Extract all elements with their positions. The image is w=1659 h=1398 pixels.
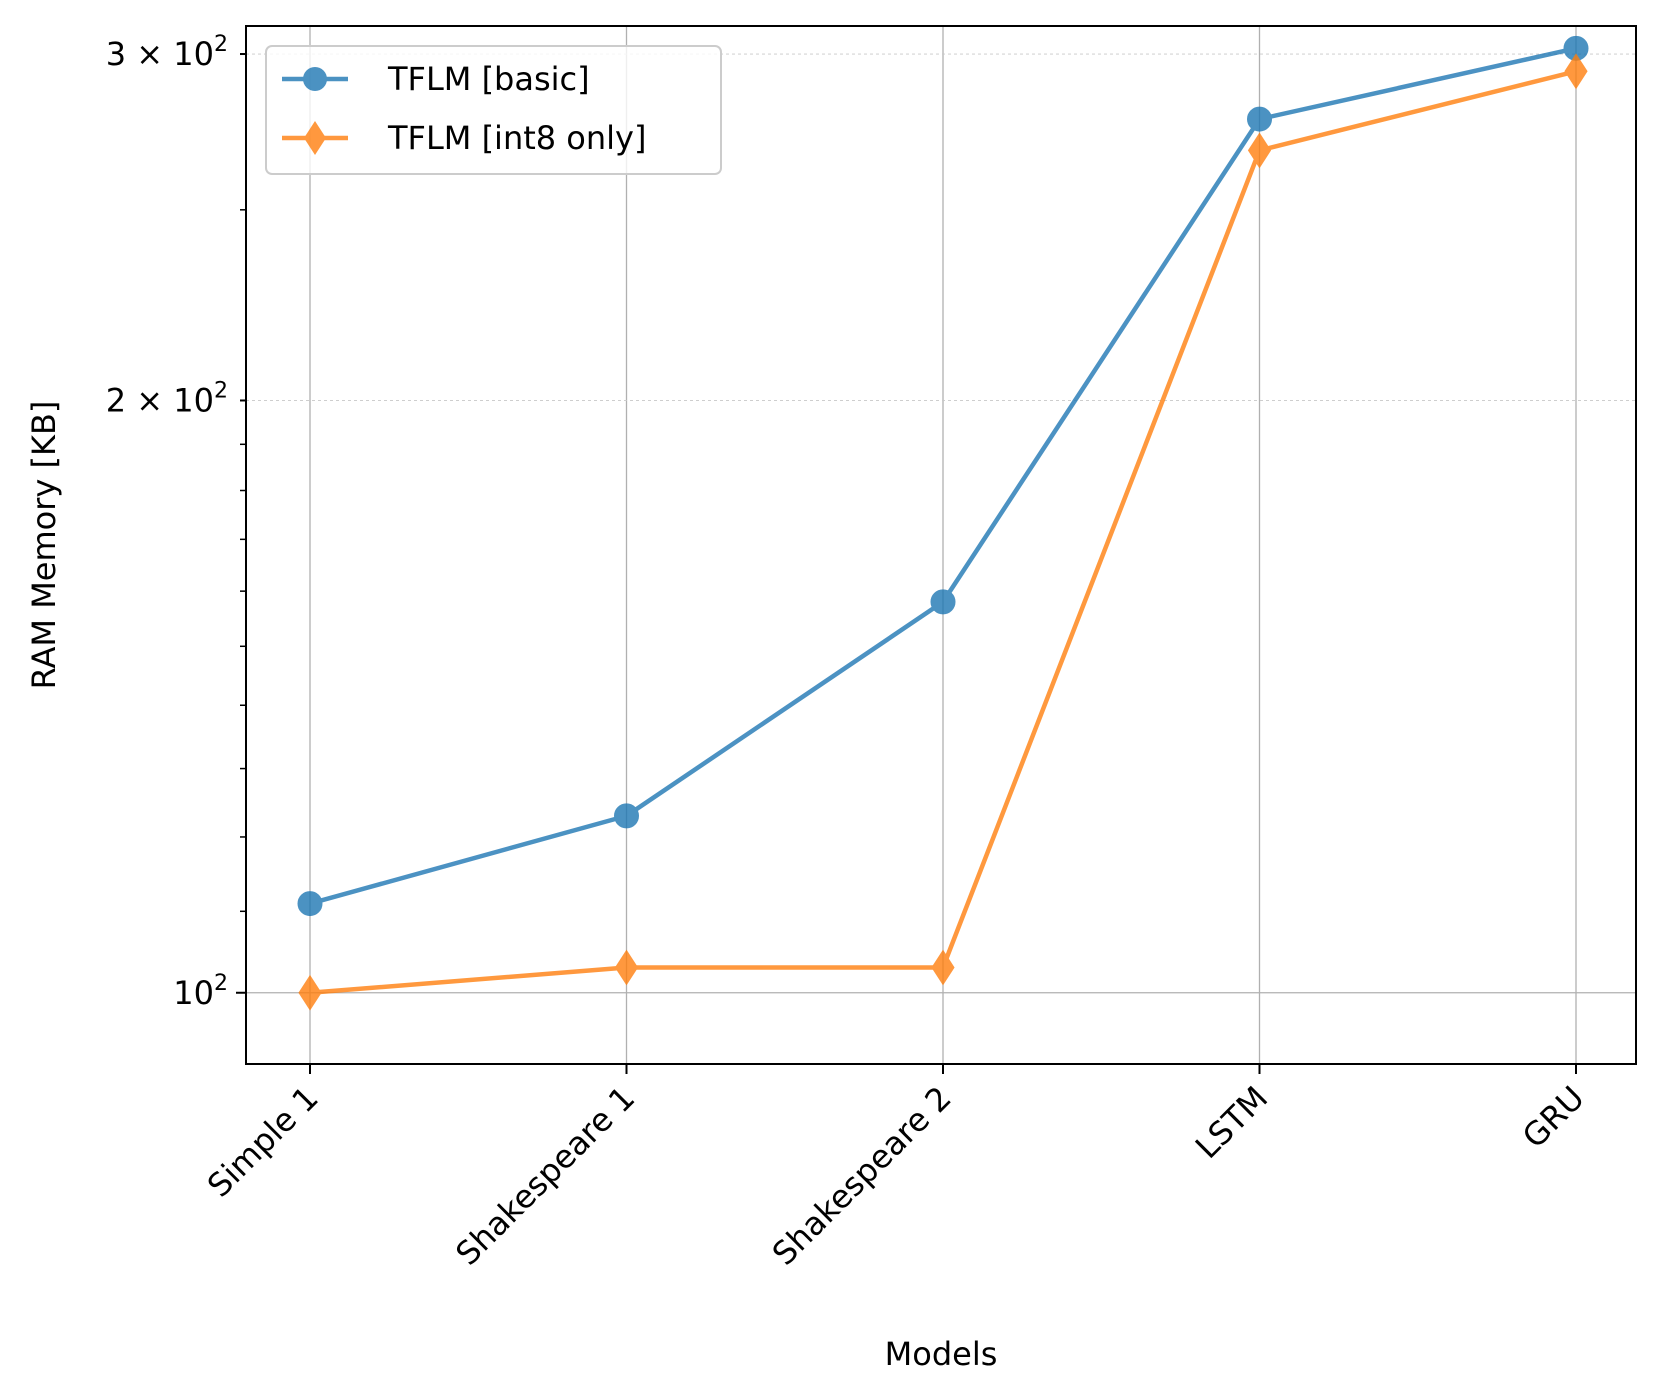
y-tick-label: 2 × 102 <box>106 378 228 419</box>
x-tick-label: LSTM <box>1188 1079 1275 1166</box>
y-tick-label: 102 <box>173 971 228 1012</box>
data-point <box>614 803 639 829</box>
legend: TFLM [basic] TFLM [int8 only] <box>265 45 722 175</box>
x-tick-label: Shakespeare 1 <box>448 1079 642 1273</box>
legend-entry <box>282 121 348 155</box>
legend-label: TFLM [basic] <box>387 60 590 98</box>
data-point <box>298 974 322 1011</box>
data-point <box>1564 53 1588 90</box>
x-tick-label: Shakespeare 2 <box>765 1079 959 1273</box>
legend-label: TFLM [int8 only] <box>387 119 646 157</box>
legend-marker <box>304 121 326 155</box>
y-axis-ticks: 102 2 × 102 3 × 102 <box>106 32 246 1012</box>
legend-marker <box>303 67 327 91</box>
x-axis-label: Models <box>885 1335 998 1373</box>
legend-box <box>265 45 722 175</box>
grid <box>246 26 1636 1064</box>
data-point <box>1247 106 1272 132</box>
x-tick-label: GRU <box>1515 1079 1592 1156</box>
plot-frame <box>245 25 1637 1065</box>
legend-entry <box>282 67 348 91</box>
series-0 <box>297 35 1589 917</box>
data-point <box>930 589 956 615</box>
y-tick-label: 3 × 102 <box>106 32 228 73</box>
x-tick-label: Simple 1 <box>200 1079 326 1205</box>
data-point <box>614 949 639 986</box>
data-point <box>931 949 955 986</box>
data-point <box>297 891 323 917</box>
series-layer <box>297 35 1589 1011</box>
data-point <box>1247 132 1272 169</box>
x-axis-ticks: Simple 1 Shakespeare 1 Shakespeare 2 LSTM GR… <box>200 1064 1592 1273</box>
y-axis-label: RAM Memory [KB] <box>25 401 63 690</box>
series-1 <box>298 53 1588 1011</box>
